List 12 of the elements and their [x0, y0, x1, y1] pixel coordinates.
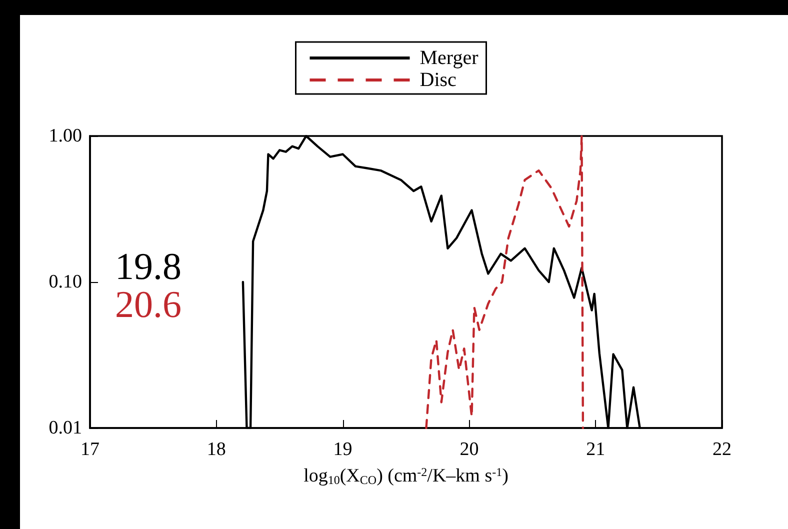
- y-tick-label: 1.00: [48, 126, 82, 146]
- line-series: [425, 134, 584, 430]
- x-tick-label: 20: [460, 439, 479, 460]
- x-tick-label: 19: [333, 439, 352, 460]
- x-tick-label: 18: [206, 439, 226, 460]
- x-tick-label: 22: [712, 439, 732, 460]
- y-tick-label: 0.10: [48, 272, 82, 292]
- legend-label: Disc: [420, 69, 457, 91]
- legend-label: Merger: [420, 47, 479, 69]
- x-tick-label: 21: [586, 439, 606, 460]
- y-tick-label: 0.01: [48, 418, 82, 438]
- x-tick-label: 17: [80, 439, 100, 460]
